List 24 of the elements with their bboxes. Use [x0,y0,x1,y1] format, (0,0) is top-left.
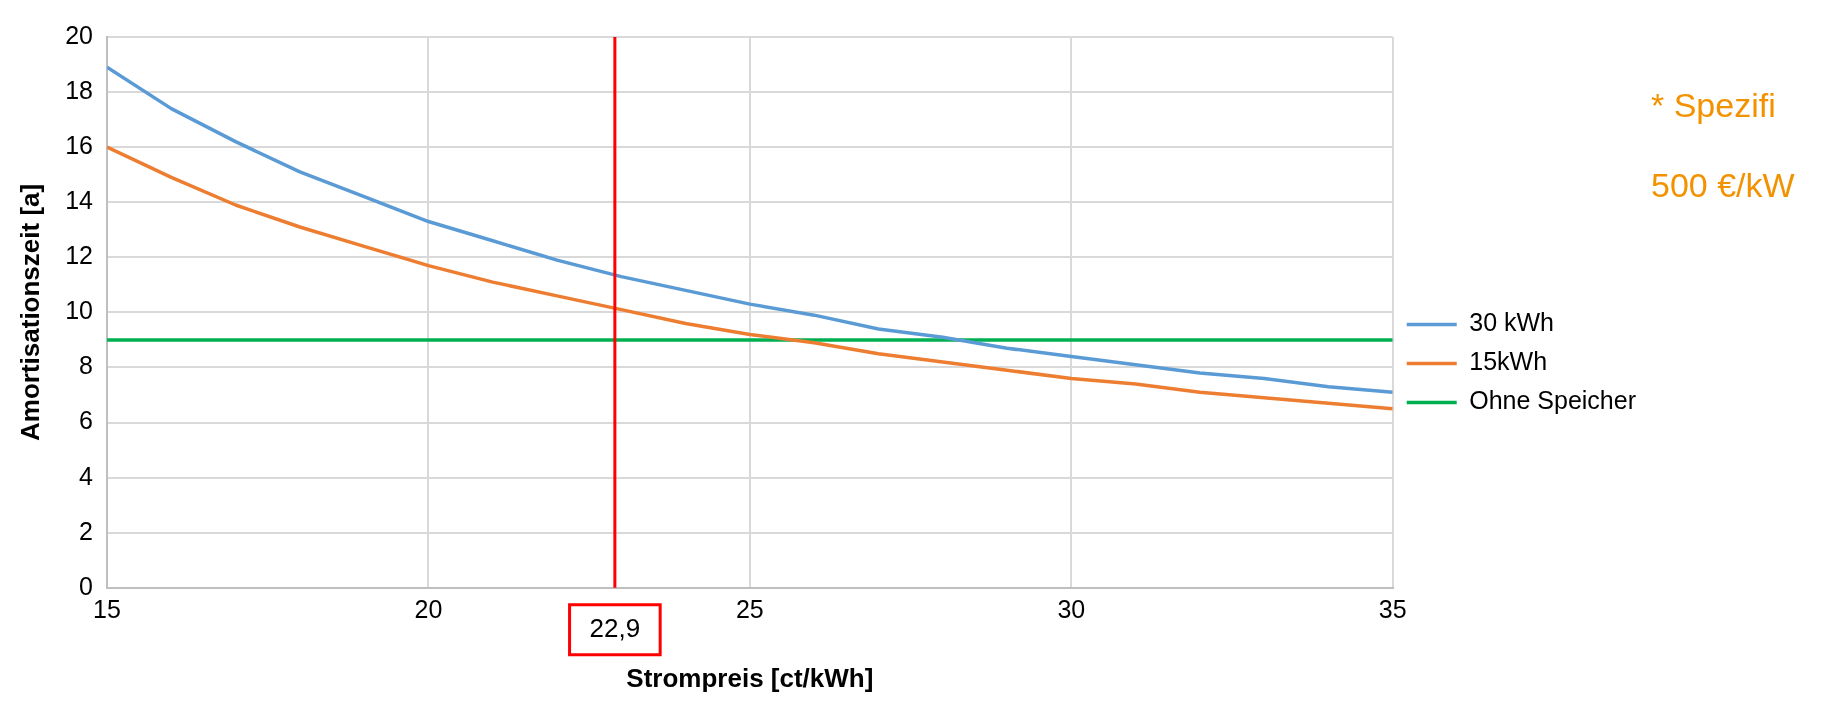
legend-label: 15kWh [1469,347,1548,376]
y-tick-label: 20 [65,20,94,49]
y-tick-label: 4 [79,461,94,490]
y-tick-label: 14 [65,186,94,215]
y-tick-label: 2 [79,516,94,545]
x-tick-label: 35 [1378,594,1407,623]
x-tick-label: 25 [735,594,764,623]
y-tick-label: 6 [79,406,94,435]
y-tick-label: 18 [65,75,94,104]
x-tick-label: 15 [93,594,121,623]
y-axis-title: Amortisationszeit [a] [14,183,45,441]
x-tick-label: 20 [414,594,443,623]
y-tick-label: 10 [65,296,94,325]
legend-label: 30 kWh [1469,308,1554,337]
text: 500 €/kW [1651,166,1795,205]
y-tick-label: 16 [65,131,94,160]
text: * Spezifi [1651,86,1776,125]
y-tick-label: 12 [65,241,94,270]
x-tick-label: 30 [1057,594,1086,623]
legend-label: Ohne Speicher [1469,386,1637,415]
y-tick-label: 8 [79,351,94,380]
x-axis-title: Strompreis [ct/kWh] [626,662,874,693]
y-tick-label: 0 [79,571,94,600]
ref-line-label: 22,9 [589,612,641,643]
